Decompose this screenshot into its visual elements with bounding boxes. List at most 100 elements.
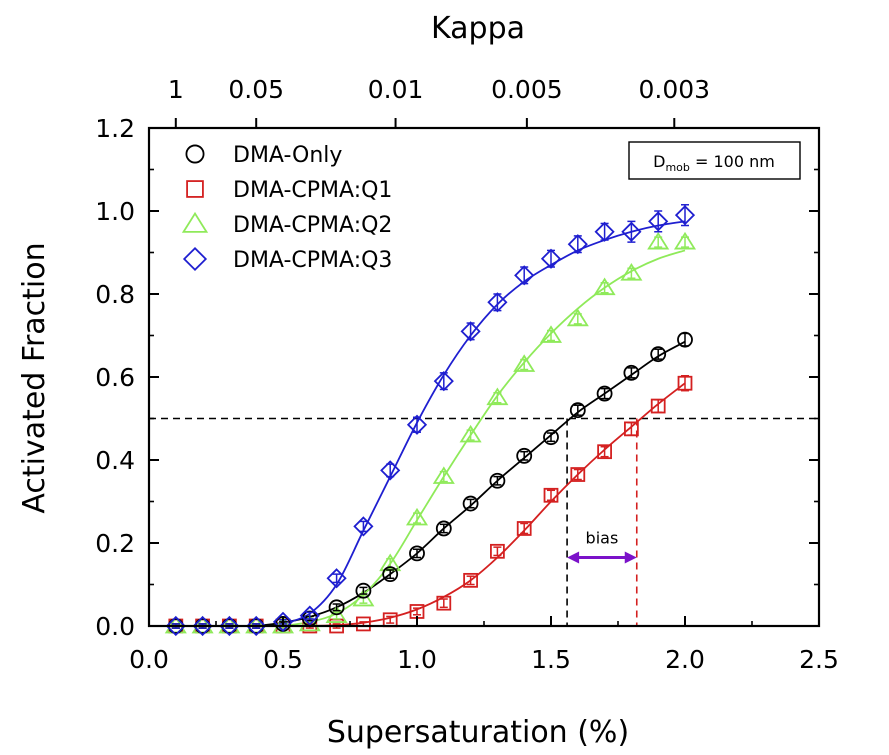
data-point [487,292,508,313]
data-point [382,566,399,583]
data-point [489,472,506,489]
data-point [459,424,482,443]
data-point [355,582,372,599]
data-point [624,421,639,437]
fit-curve-2 [282,249,686,626]
data-point [677,375,693,391]
x-tick-label: 0.5 [263,645,303,674]
legend-marker-0 [185,144,205,164]
data-point [650,346,667,363]
data-point [436,595,452,611]
data-point [352,588,375,607]
legend-label-1: DMA-CPMA:Q1 [233,178,392,203]
y-tick-label: 0.2 [95,529,135,558]
data-point [192,615,213,637]
data-markers [164,204,697,637]
fit-curves [256,220,686,626]
y-tick-label: 0.8 [95,280,135,309]
x-tick-label: 2.5 [799,645,839,674]
series-0 [167,331,693,634]
legend-label-2: DMA-CPMA:Q2 [233,213,392,238]
inset-subscript: mob [665,161,689,174]
top-axis-title: Kappa [431,11,525,46]
data-point [409,545,425,562]
bias-label: bias [586,529,619,548]
legend-label-0: DMA-Only [233,143,342,168]
data-point [326,568,347,589]
data-point [380,460,401,481]
top-tick-label: 1 [168,75,184,104]
y-tick-label: 0.0 [95,612,135,641]
data-point [460,321,481,342]
fit-curve-1 [309,382,686,626]
data-point [569,402,586,419]
data-point [566,308,589,327]
data-point [623,364,640,381]
data-point [514,265,535,286]
axis-ticks: 0.0 0.5 1.0 1.5 2.0 2.5 0.0 0.2 0.4 0.6 0.8 1.0 1.2 1… [95,75,839,674]
y-axis-title: Activated Fraction [17,242,52,513]
reference-lines [149,417,819,626]
x-axis-title: Supersaturation (%) [327,715,629,750]
data-point [539,325,563,343]
x-tick-label: 2.0 [665,645,705,674]
top-tick-label: 0.01 [368,75,424,104]
top-tick-label: 0.003 [638,75,710,104]
inset-main: D [653,152,665,171]
data-point [513,354,536,372]
x-tick-label: 1.5 [531,645,571,674]
data-point [405,507,429,526]
x-tick-label: 1.0 [397,645,437,674]
data-point [516,521,532,536]
data-point [490,543,505,559]
top-tick-label: 0.005 [491,75,563,104]
data-point [325,605,348,623]
data-point [219,615,240,637]
y-tick-label: 0.4 [95,446,135,475]
data-point [570,467,586,482]
data-point [650,398,666,414]
y-tick-label: 1.0 [95,197,135,226]
data-point [621,221,642,242]
data-point [462,495,479,512]
legend-marker-1 [186,180,204,198]
legend-marker-3 [182,246,208,272]
data-point [486,387,509,406]
bias-arrow-head-right [624,551,637,564]
x-tick-label: 0.0 [129,645,169,674]
data-point [597,444,612,460]
data-point [620,263,643,281]
svg-text:Dmob = 100 nm: Dmob = 100 nm [653,152,775,174]
y-tick-label: 1.2 [95,114,135,143]
data-point [516,447,533,464]
series-3 [165,204,696,637]
data-point [543,487,559,503]
data-point [648,211,669,232]
data-point [674,205,696,226]
data-point [165,615,186,637]
data-point [432,466,455,484]
data-point [299,605,320,626]
data-point [647,231,670,250]
legend-marker-2 [181,211,209,233]
data-point [328,599,345,616]
bias-annotation: bias [567,529,637,564]
data-point [435,520,452,537]
data-point [543,429,559,446]
data-point [673,231,697,250]
series-1 [168,375,693,634]
data-point [246,615,267,637]
data-point [594,221,615,242]
legend: DMA-Only DMA-CPMA:Q1 DMA-CPMA:Q2 DMA-CPMA:Q… [181,143,392,273]
bias-arrow-head-left [567,551,580,564]
data-point [540,248,562,269]
data-point [356,616,371,632]
data-point [353,516,374,537]
data-point [677,331,693,348]
inset-rest: = 100 nm [690,152,775,171]
legend-label-3: DMA-CPMA:Q3 [233,248,392,273]
fit-curve-3 [282,220,686,625]
y-tick-label: 0.6 [95,363,135,392]
series-2 [164,231,697,634]
